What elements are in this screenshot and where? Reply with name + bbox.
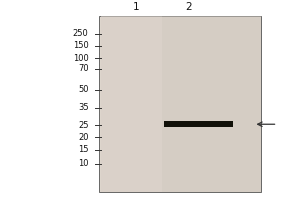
Bar — [164, 121, 232, 127]
Text: 100: 100 — [73, 54, 88, 63]
Bar — [162, 16, 261, 192]
Bar — [100, 16, 162, 192]
Text: 250: 250 — [73, 29, 88, 38]
Text: 35: 35 — [78, 103, 88, 112]
Text: 10: 10 — [78, 159, 88, 168]
Text: 150: 150 — [73, 41, 88, 50]
Text: 15: 15 — [78, 145, 88, 154]
Text: 50: 50 — [78, 85, 88, 94]
Text: 70: 70 — [78, 64, 88, 73]
Text: 1: 1 — [133, 2, 140, 12]
Text: 25: 25 — [78, 121, 88, 130]
Bar — [99, 16, 261, 192]
Text: 20: 20 — [78, 133, 88, 142]
Text: 2: 2 — [186, 2, 192, 12]
